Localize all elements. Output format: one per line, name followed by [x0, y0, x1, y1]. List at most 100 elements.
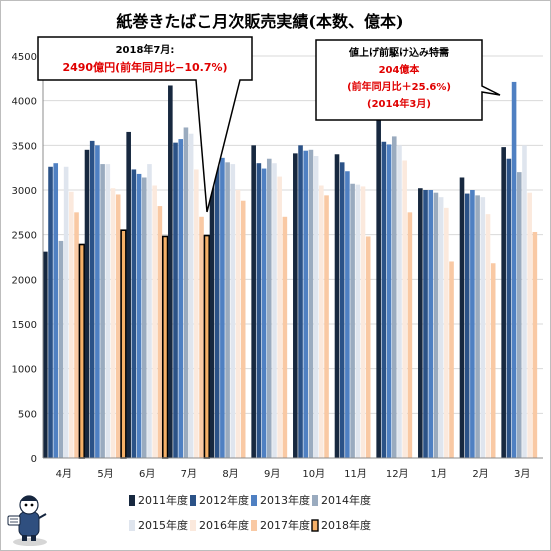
- callout-2-line-4: (2014年3月): [367, 97, 431, 110]
- bar-3-6: [261, 168, 267, 458]
- legend-swatch: [129, 495, 135, 506]
- legend-label: 2011年度: [138, 493, 188, 507]
- bar-2-5: [214, 150, 220, 458]
- bar-5-6: [272, 163, 277, 458]
- bar-1-10: [418, 188, 423, 458]
- bar-1-5: [209, 145, 215, 458]
- bar-1-11: [459, 177, 465, 459]
- bar-5-2: [105, 164, 111, 458]
- bar-2-1: [48, 166, 53, 458]
- y-tick-label: 0: [31, 454, 37, 465]
- bar-7-1: [74, 212, 79, 458]
- legend-label: 2012年度: [199, 493, 249, 507]
- x-tick-label: 5月: [97, 468, 113, 480]
- bar-7-4: [199, 216, 204, 458]
- y-tick-label: 3000: [12, 186, 37, 197]
- bar-6-9: [402, 160, 407, 458]
- x-tick-label: 11月: [344, 468, 367, 480]
- callout-2-line-1: 値上げ前駆け込み特需: [348, 46, 449, 59]
- y-tick-label: 4500: [12, 52, 37, 63]
- axis-layer: 0 500 1000 1500 2000 2500 3000 3500 4000 4500 4月 5月…: [12, 52, 543, 480]
- legend-swatch: [311, 519, 319, 532]
- bar-3-7: [303, 150, 309, 458]
- legend-label: 2013年度: [260, 493, 310, 507]
- x-tick-label: 8月: [222, 468, 238, 480]
- bar-5-5: [230, 164, 236, 458]
- bar-1-4: [168, 85, 173, 458]
- bar-6-8: [360, 186, 366, 458]
- legend-swatch: [312, 495, 318, 506]
- bar-2-12: [506, 158, 512, 459]
- legend-swatch: [251, 520, 257, 531]
- bar-7-9: [407, 212, 413, 458]
- legend-swatch: [190, 495, 196, 506]
- legend-label: 2016年度: [199, 518, 249, 532]
- legend: 2011年度 2012年度 2013年度 2014年度 2015年度 2016年度 2017…: [129, 493, 371, 532]
- bar-2-6: [256, 163, 262, 458]
- legend-label: 2015年度: [138, 518, 188, 532]
- bar-4-9: [391, 136, 397, 458]
- bar-2-11: [464, 193, 470, 458]
- bar-6-6: [277, 176, 282, 458]
- bar-4-8: [350, 183, 355, 458]
- legend-label: 2017年度: [260, 518, 310, 532]
- y-tick-label: 1500: [12, 320, 37, 331]
- bar-8-2: [120, 229, 127, 459]
- bars-layer: [43, 81, 538, 459]
- bar-6-10: [444, 207, 449, 458]
- mascot-icon: [7, 495, 47, 546]
- y-tick-label: 4000: [12, 97, 37, 108]
- bar-7-3: [157, 206, 163, 458]
- bar-1-7: [293, 153, 298, 458]
- x-tick-label: 7月: [181, 468, 197, 480]
- bar-5-11: [480, 197, 486, 458]
- x-tick-label: 6月: [139, 468, 155, 480]
- bar-4-4: [183, 127, 189, 458]
- bar-2-4: [173, 142, 178, 458]
- bar-6-1: [69, 191, 74, 459]
- bar-5-10: [438, 197, 444, 458]
- legend-swatch: [129, 520, 135, 531]
- bar-4-7: [308, 149, 314, 459]
- bar-6-7: [319, 185, 324, 458]
- x-tick-label: 9月: [264, 468, 280, 480]
- bar-1-3: [126, 131, 131, 458]
- bar-4-2: [100, 164, 105, 458]
- bar-1-12: [501, 147, 506, 458]
- bar-5-1: [63, 166, 69, 458]
- x-tick-label: 12月: [386, 468, 409, 480]
- bar-1-6: [251, 145, 256, 458]
- chart-title: 紙巻きたばこ月次販売実績(本数、億本): [116, 12, 403, 31]
- x-tick-label: 2月: [472, 468, 488, 480]
- y-tick-label: 3500: [12, 141, 37, 152]
- bar-1-2: [84, 149, 90, 459]
- bar-5-9: [397, 145, 402, 458]
- bar-1-8: [334, 154, 340, 458]
- bar-7-7: [324, 195, 329, 459]
- bar-3-8: [345, 171, 350, 459]
- bar-2-10: [423, 190, 428, 458]
- y-tick-label: 2000: [12, 275, 37, 286]
- bar-4-6: [266, 158, 272, 459]
- bar-2-3: [131, 169, 137, 458]
- bar-4-3: [141, 177, 147, 459]
- bar-3-1: [53, 163, 59, 458]
- bar-6-2: [110, 188, 116, 458]
- bar-2-7: [298, 145, 303, 458]
- bar-6-5: [235, 190, 241, 458]
- legend-label: 2018年度: [321, 518, 371, 532]
- bar-6-3: [152, 185, 157, 458]
- callout-july-2018: 2018年7月: 2490億円(前年同月比−10.7%): [37, 36, 253, 213]
- bar-6-11: [485, 214, 491, 458]
- bar-3-12: [511, 81, 517, 458]
- bar-5-7: [313, 156, 319, 459]
- bar-6-4: [194, 169, 199, 458]
- bar-3-3: [136, 173, 142, 459]
- bar-5-4: [188, 133, 194, 458]
- bar-7-2: [115, 194, 121, 458]
- legend-swatch: [190, 520, 196, 531]
- callout-1-line-2: 2490億円(前年同月比−10.7%): [62, 60, 227, 74]
- bar-5-8: [355, 184, 361, 458]
- bar-4-10: [433, 192, 439, 458]
